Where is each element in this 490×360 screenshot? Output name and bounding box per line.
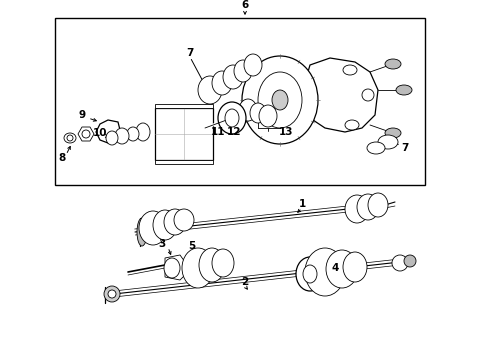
Polygon shape — [165, 255, 185, 280]
Ellipse shape — [139, 211, 167, 245]
Ellipse shape — [242, 56, 318, 144]
Ellipse shape — [367, 142, 385, 154]
Text: 7: 7 — [401, 143, 409, 153]
Ellipse shape — [67, 135, 73, 141]
Text: 12: 12 — [227, 127, 241, 137]
Text: 2: 2 — [242, 277, 248, 287]
Polygon shape — [155, 160, 213, 164]
Bar — [155, 108, 213, 160]
Ellipse shape — [326, 250, 358, 288]
Ellipse shape — [137, 218, 147, 246]
Text: 6: 6 — [242, 0, 248, 10]
Ellipse shape — [212, 71, 232, 95]
Ellipse shape — [343, 252, 367, 282]
Ellipse shape — [108, 290, 116, 298]
Text: 7: 7 — [186, 48, 194, 58]
Text: 1: 1 — [298, 199, 306, 209]
Ellipse shape — [396, 85, 412, 95]
Ellipse shape — [164, 258, 180, 278]
Ellipse shape — [305, 248, 345, 296]
Polygon shape — [78, 127, 94, 141]
Ellipse shape — [378, 135, 398, 149]
Ellipse shape — [258, 72, 302, 128]
Ellipse shape — [259, 105, 277, 127]
Ellipse shape — [296, 257, 324, 291]
Ellipse shape — [234, 60, 252, 82]
Ellipse shape — [345, 120, 359, 130]
Ellipse shape — [212, 249, 234, 277]
Ellipse shape — [164, 209, 186, 235]
Ellipse shape — [64, 133, 76, 143]
Ellipse shape — [136, 123, 150, 141]
Ellipse shape — [385, 59, 401, 69]
Polygon shape — [305, 58, 378, 132]
Ellipse shape — [404, 255, 416, 267]
Text: 10: 10 — [93, 128, 107, 138]
Text: 4: 4 — [331, 263, 339, 273]
Ellipse shape — [182, 248, 214, 288]
Text: 3: 3 — [158, 239, 166, 249]
Text: 5: 5 — [188, 241, 196, 251]
Ellipse shape — [272, 90, 288, 110]
Ellipse shape — [343, 65, 357, 75]
Ellipse shape — [239, 99, 257, 121]
Ellipse shape — [368, 193, 388, 217]
Text: 9: 9 — [78, 110, 86, 120]
Ellipse shape — [303, 265, 317, 283]
Ellipse shape — [357, 194, 379, 220]
Ellipse shape — [106, 131, 118, 145]
Ellipse shape — [198, 76, 222, 104]
Ellipse shape — [225, 109, 239, 127]
Polygon shape — [155, 104, 213, 108]
Ellipse shape — [223, 65, 243, 89]
Ellipse shape — [174, 209, 194, 231]
Ellipse shape — [385, 128, 401, 138]
Text: 11: 11 — [211, 127, 225, 137]
Polygon shape — [96, 120, 120, 143]
Ellipse shape — [104, 286, 120, 302]
Ellipse shape — [362, 89, 374, 101]
Ellipse shape — [392, 255, 408, 271]
Ellipse shape — [127, 127, 139, 141]
Text: 8: 8 — [58, 153, 66, 163]
Bar — [55, 18, 425, 185]
Ellipse shape — [82, 130, 90, 138]
Ellipse shape — [153, 210, 177, 240]
Ellipse shape — [345, 195, 369, 223]
Ellipse shape — [244, 54, 262, 76]
Ellipse shape — [199, 248, 225, 282]
Text: 13: 13 — [279, 127, 293, 137]
Ellipse shape — [218, 102, 246, 134]
Ellipse shape — [250, 103, 266, 123]
Ellipse shape — [115, 128, 129, 144]
